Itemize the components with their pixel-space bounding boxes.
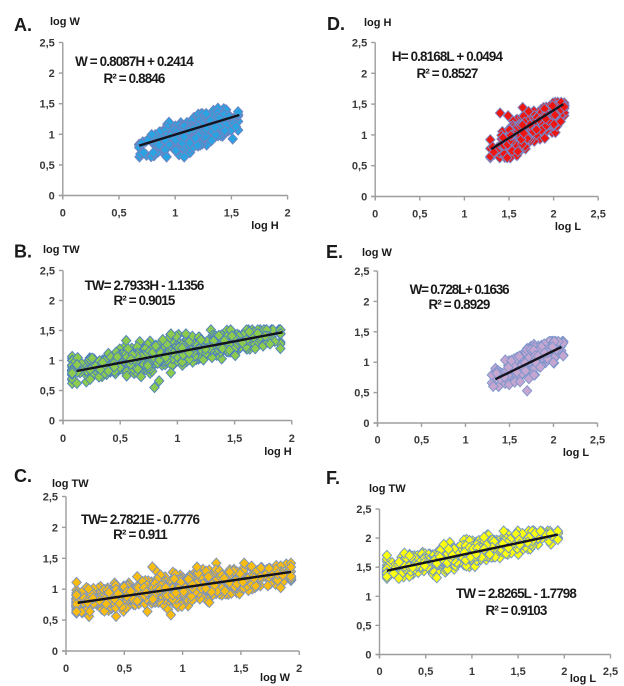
svg-text:1: 1 [365, 591, 371, 603]
svg-text:1,5: 1,5 [352, 99, 367, 111]
svg-text:log W: log W [50, 16, 81, 28]
svg-text:TW= 2.7933H - 1.1356: TW= 2.7933H - 1.1356 [85, 278, 204, 293]
svg-text:1: 1 [361, 130, 367, 142]
svg-text:2: 2 [561, 666, 567, 678]
svg-text:W= 0.728L+ 0.1636: W= 0.728L+ 0.1636 [410, 282, 510, 297]
svg-text:1: 1 [174, 433, 180, 445]
svg-text:E.: E. [326, 242, 343, 262]
svg-text:2,5: 2,5 [40, 266, 55, 278]
svg-text:1,5: 1,5 [501, 209, 516, 221]
svg-text:R² = 0.911: R² = 0.911 [113, 527, 168, 542]
svg-text:0,5: 0,5 [354, 388, 369, 400]
svg-text:2: 2 [296, 663, 302, 675]
svg-text:A.: A. [14, 15, 32, 35]
svg-text:R² = 0.9015: R² = 0.9015 [114, 293, 176, 308]
svg-text:0: 0 [49, 191, 55, 203]
svg-text:1: 1 [172, 208, 178, 220]
svg-text:2: 2 [551, 209, 557, 221]
svg-text:0,5: 0,5 [40, 160, 55, 172]
svg-text:0,5: 0,5 [414, 435, 429, 447]
svg-text:1,5: 1,5 [43, 553, 58, 565]
svg-text:2: 2 [49, 296, 55, 308]
svg-text:D.: D. [327, 14, 345, 34]
svg-text:2: 2 [285, 208, 291, 220]
svg-text:0: 0 [49, 416, 55, 428]
svg-text:C.: C. [14, 466, 32, 486]
svg-text:2,5: 2,5 [352, 38, 367, 50]
svg-text:2,5: 2,5 [40, 38, 55, 50]
svg-text:0: 0 [372, 209, 378, 221]
svg-text:0: 0 [60, 208, 66, 220]
svg-text:log TW: log TW [369, 483, 406, 495]
svg-text:0,5: 0,5 [352, 161, 367, 173]
svg-text:0: 0 [365, 650, 371, 662]
svg-text:1,5: 1,5 [40, 326, 55, 338]
svg-text:0: 0 [63, 663, 69, 675]
svg-text:1,5: 1,5 [356, 562, 371, 574]
svg-text:2: 2 [550, 435, 556, 447]
svg-text:1: 1 [49, 356, 55, 368]
svg-text:log W: log W [260, 672, 291, 684]
svg-text:R² = 0.8929: R² = 0.8929 [429, 297, 490, 312]
svg-text:1: 1 [462, 435, 468, 447]
svg-text:log H: log H [251, 220, 279, 232]
svg-text:1: 1 [52, 584, 58, 596]
svg-text:log TW: log TW [43, 244, 80, 256]
svg-text:1,5: 1,5 [233, 663, 248, 675]
svg-text:log L: log L [555, 221, 582, 233]
svg-text:2,5: 2,5 [354, 266, 369, 278]
svg-text:2: 2 [49, 68, 55, 80]
svg-text:0,5: 0,5 [117, 663, 132, 675]
svg-text:log TW: log TW [52, 478, 89, 490]
svg-text:0: 0 [52, 646, 58, 658]
svg-text:2,5: 2,5 [43, 492, 58, 504]
svg-text:2: 2 [52, 522, 58, 534]
svg-text:0,5: 0,5 [40, 386, 55, 398]
svg-text:W = 0.8087H + 0.2414: W = 0.8087H + 0.2414 [75, 54, 194, 69]
svg-text:F.: F. [326, 468, 340, 488]
svg-text:0: 0 [363, 418, 369, 430]
svg-text:0: 0 [60, 433, 66, 445]
svg-text:0,5: 0,5 [356, 620, 371, 632]
svg-text:1: 1 [363, 357, 369, 369]
svg-text:1,5: 1,5 [510, 666, 525, 678]
svg-text:1: 1 [49, 129, 55, 141]
svg-text:H= 0.8168L + 0.0494: H= 0.8168L + 0.0494 [392, 49, 504, 64]
svg-text:R² = 0.8527: R² = 0.8527 [417, 66, 478, 81]
svg-text:1,5: 1,5 [40, 99, 55, 111]
svg-text:log L: log L [563, 447, 590, 459]
svg-text:log W: log W [362, 247, 393, 259]
svg-text:2,5: 2,5 [590, 435, 605, 447]
svg-text:2,5: 2,5 [603, 666, 618, 678]
svg-text:R² = 0.8846: R² = 0.8846 [104, 71, 165, 86]
svg-text:TW= 2.7821E - 0.7776: TW= 2.7821E - 0.7776 [81, 512, 200, 527]
svg-text:1: 1 [461, 209, 467, 221]
svg-text:2: 2 [361, 68, 367, 80]
svg-text:2,5: 2,5 [591, 209, 606, 221]
svg-text:log H: log H [364, 17, 392, 29]
svg-text:1,5: 1,5 [224, 208, 239, 220]
svg-text:0,5: 0,5 [43, 615, 58, 627]
svg-text:B.: B. [14, 242, 32, 262]
svg-text:1,5: 1,5 [227, 433, 242, 445]
svg-text:2: 2 [363, 296, 369, 308]
svg-text:2: 2 [289, 433, 295, 445]
svg-text:0,5: 0,5 [111, 208, 126, 220]
svg-text:R² = 0.9103: R² = 0.9103 [486, 603, 547, 618]
svg-text:1: 1 [180, 663, 186, 675]
svg-text:2: 2 [365, 533, 371, 545]
svg-text:0,5: 0,5 [412, 209, 427, 221]
svg-text:1: 1 [469, 666, 475, 678]
svg-text:0: 0 [374, 435, 380, 447]
svg-text:2,5: 2,5 [356, 504, 371, 516]
svg-text:1,5: 1,5 [502, 435, 517, 447]
svg-text:0: 0 [361, 192, 367, 204]
svg-text:1,5: 1,5 [354, 327, 369, 339]
svg-text:0,5: 0,5 [418, 666, 433, 678]
svg-text:log H: log H [264, 446, 292, 458]
svg-text:log L: log L [570, 673, 597, 685]
svg-text:0,5: 0,5 [113, 433, 128, 445]
svg-text:TW = 2.8265L - 1.7798: TW = 2.8265L - 1.7798 [456, 586, 577, 601]
svg-text:0: 0 [376, 666, 382, 678]
